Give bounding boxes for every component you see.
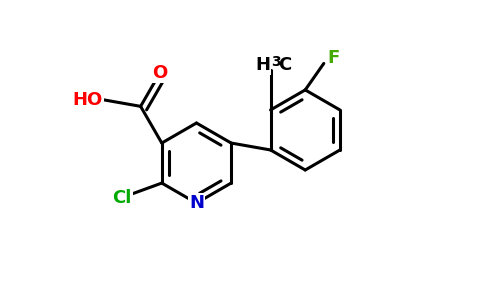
Text: C: C bbox=[278, 56, 291, 74]
Text: O: O bbox=[152, 64, 167, 82]
Text: HO: HO bbox=[73, 91, 103, 109]
Text: H: H bbox=[256, 56, 271, 74]
Text: N: N bbox=[189, 194, 204, 212]
Text: 3: 3 bbox=[272, 55, 281, 69]
Text: F: F bbox=[327, 50, 340, 68]
Text: Cl: Cl bbox=[112, 189, 132, 207]
